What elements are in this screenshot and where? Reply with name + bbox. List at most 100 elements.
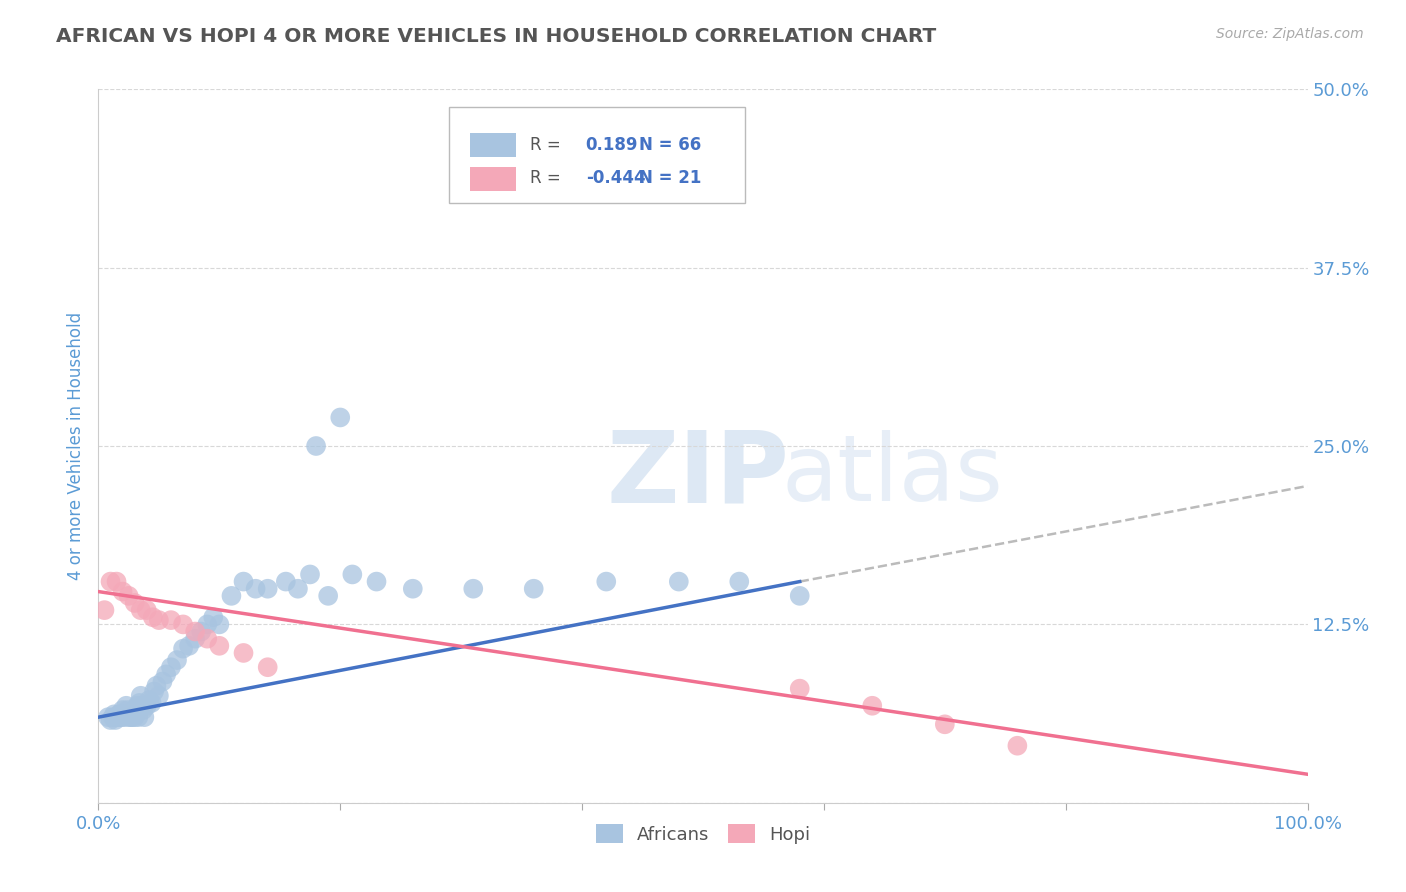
Point (108, 707, 131, 722)
Point (195, 617, 218, 632)
Point (105, 710, 128, 724)
Point (121, 710, 143, 724)
Point (131, 698, 153, 713)
Point (129, 689, 152, 703)
Point (128, 696, 150, 710)
Point (141, 696, 163, 710)
Point (127, 698, 149, 713)
Point (316, 589, 339, 603)
Point (789, 681, 811, 696)
Point (118, 710, 141, 724)
Point (160, 660, 183, 674)
Point (402, 582, 425, 596)
Point (299, 567, 322, 582)
Point (105, 574, 128, 589)
Point (166, 653, 188, 667)
Point (1007, 739, 1029, 753)
Point (172, 641, 194, 656)
Point (145, 679, 167, 693)
Point (860, 698, 883, 713)
Point (728, 574, 751, 589)
Point (202, 610, 225, 624)
Text: N = 21: N = 21 (638, 169, 702, 187)
FancyBboxPatch shape (449, 107, 745, 203)
Point (100, 713, 122, 727)
Point (232, 574, 254, 589)
Point (155, 667, 177, 681)
Point (118, 707, 141, 722)
Text: R =: R = (530, 136, 561, 153)
Point (184, 632, 207, 646)
Point (115, 698, 138, 713)
Point (118, 589, 141, 603)
Point (125, 703, 148, 717)
Point (342, 567, 364, 582)
Point (142, 610, 165, 624)
Point (122, 707, 145, 722)
Point (245, 582, 267, 596)
Point (179, 639, 201, 653)
Point (160, 613, 183, 627)
Point (134, 710, 156, 724)
Bar (470, 134, 516, 157)
Text: atlas: atlas (782, 430, 1004, 519)
Legend: Africans, Hopi: Africans, Hopi (589, 817, 817, 851)
Point (120, 710, 142, 724)
Point (256, 660, 278, 674)
Point (152, 674, 174, 689)
Point (463, 582, 485, 596)
Point (100, 574, 122, 589)
Point (789, 589, 811, 603)
Point (143, 684, 166, 698)
Text: 0.189: 0.189 (586, 136, 638, 153)
Point (132, 703, 155, 717)
Point (107, 710, 129, 724)
Point (287, 582, 309, 596)
Text: -0.444: -0.444 (586, 169, 645, 187)
Point (208, 639, 231, 653)
Point (221, 589, 243, 603)
Point (607, 182, 630, 196)
Point (110, 710, 132, 724)
Point (108, 707, 131, 722)
Point (93, 603, 115, 617)
Point (135, 603, 157, 617)
Point (104, 713, 127, 727)
Point (184, 624, 207, 639)
Point (124, 710, 146, 724)
Point (124, 596, 146, 610)
Point (668, 574, 690, 589)
Point (135, 698, 157, 713)
Point (595, 574, 617, 589)
Point (111, 584, 134, 599)
Point (195, 632, 218, 646)
Point (127, 710, 149, 724)
Text: ZIP: ZIP (606, 426, 789, 523)
Text: R =: R = (530, 169, 561, 187)
Point (366, 574, 388, 589)
Point (256, 582, 278, 596)
Y-axis label: 4 or more Vehicles in Household: 4 or more Vehicles in Household (66, 312, 84, 580)
Point (148, 689, 170, 703)
Point (117, 703, 139, 717)
Point (172, 617, 194, 632)
Point (129, 603, 152, 617)
Point (934, 717, 956, 731)
Point (329, 410, 352, 425)
Point (114, 707, 136, 722)
Point (138, 693, 160, 707)
Text: AFRICAN VS HOPI 4 OR MORE VEHICLES IN HOUSEHOLD CORRELATION CHART: AFRICAN VS HOPI 4 OR MORE VEHICLES IN HO… (56, 27, 936, 45)
Point (148, 613, 170, 627)
Bar (470, 167, 516, 191)
Point (523, 582, 546, 596)
Text: N = 66: N = 66 (638, 136, 702, 153)
Point (103, 707, 125, 722)
Point (101, 710, 124, 724)
Point (305, 439, 328, 453)
Point (97, 710, 120, 724)
Point (190, 624, 212, 639)
Point (274, 574, 297, 589)
Text: Source: ZipAtlas.com: Source: ZipAtlas.com (1216, 27, 1364, 41)
Point (111, 703, 134, 717)
Point (208, 617, 231, 632)
